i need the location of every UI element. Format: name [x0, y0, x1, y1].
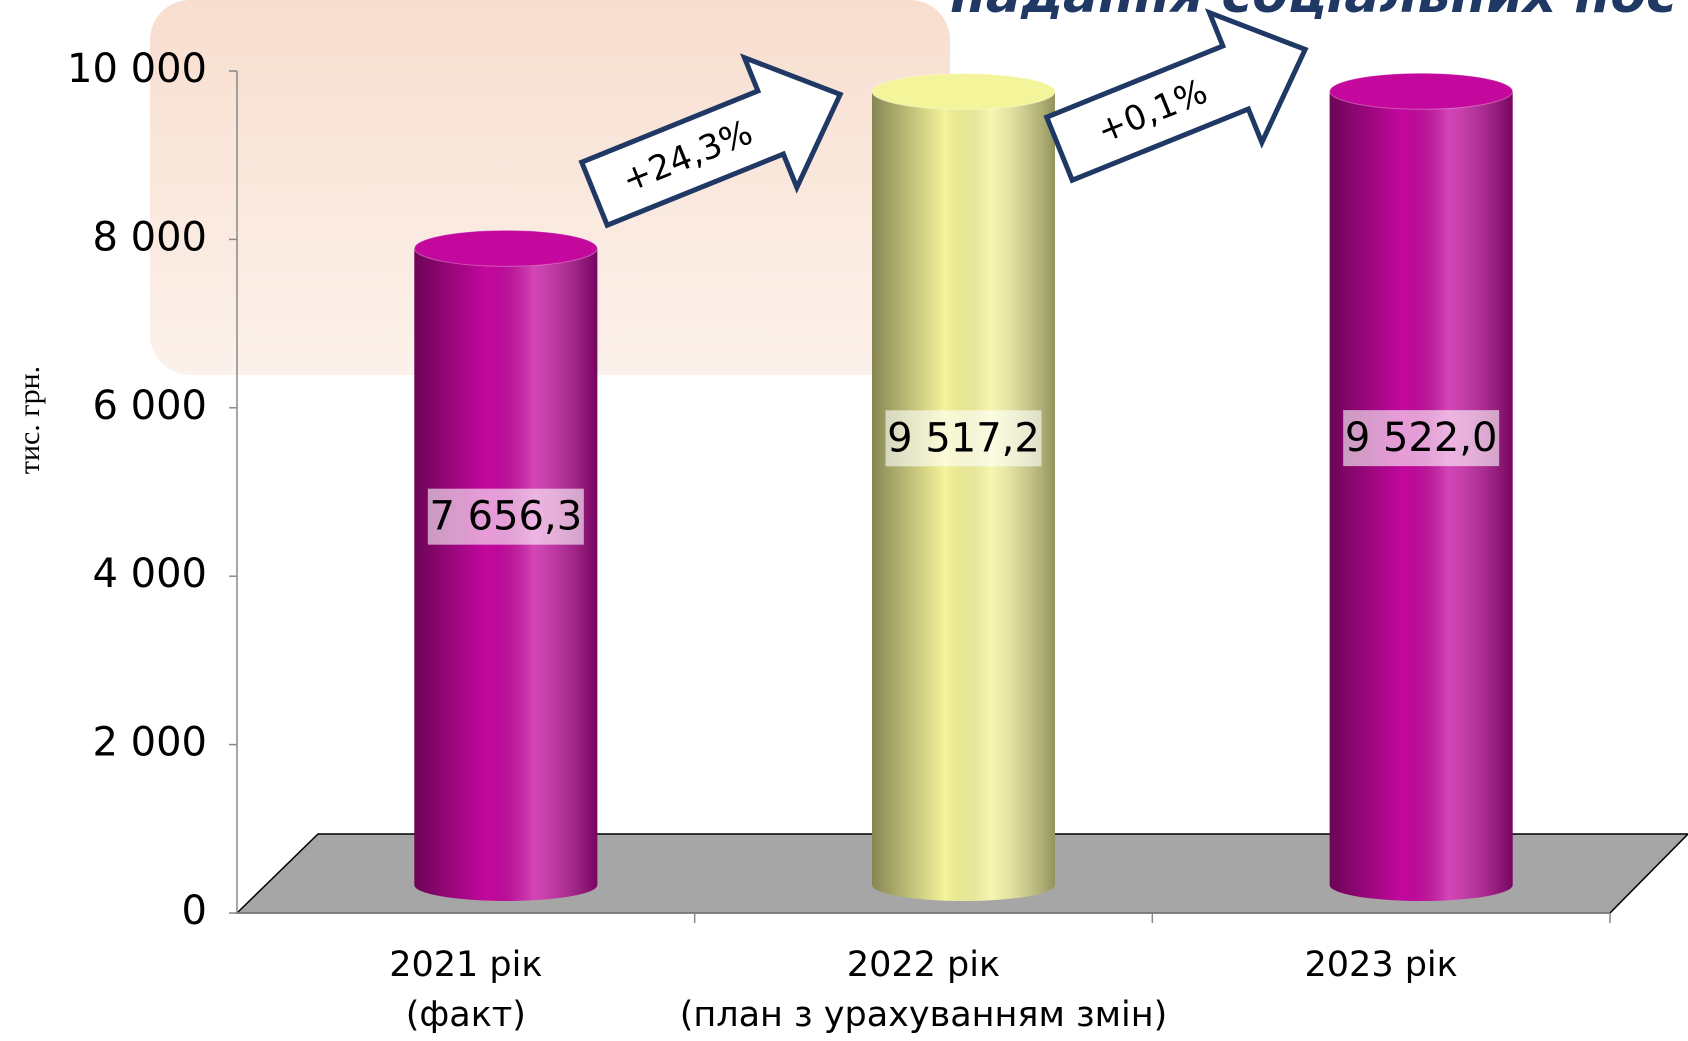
value-label-box [427, 488, 584, 545]
y-tick-label: 8 000 [92, 214, 207, 260]
bar-shading [872, 91, 1055, 902]
value-label: 7 656,3 [429, 494, 582, 540]
y-tick-label: 2 000 [92, 720, 207, 766]
x-tick-label: 2023 рік [1304, 945, 1458, 985]
y-axis-label: тис. грн. [13, 366, 46, 474]
y-tick-label: 10 000 [67, 46, 207, 92]
bar-shading [1329, 91, 1513, 901]
value-label-box [1343, 410, 1500, 467]
arrow-shape [578, 53, 844, 229]
value-label: 9 522,0 [1345, 415, 1498, 461]
y-tick-label: 6 000 [92, 383, 207, 429]
y-tick-label: 0 [182, 888, 207, 934]
bar-top [871, 73, 1056, 111]
arrow-shape [1043, 8, 1309, 184]
bar-top [1329, 72, 1514, 110]
x-tick-label: 2022 рік (план з урахуванням змін) [679, 945, 1168, 1035]
annotation-arrow: +0,1% [1043, 8, 1309, 184]
value-label: 9 517,2 [887, 415, 1040, 461]
y-tick-label: 4 000 [92, 551, 207, 597]
value-label-box [885, 410, 1042, 467]
annotation-arrow: +24,3% [578, 53, 844, 229]
bar-shading [414, 248, 598, 901]
bar-top [413, 229, 598, 267]
chart-title: надання соціальних пос [950, 0, 1677, 25]
x-tick-label: 2021 рік (факт) [389, 945, 543, 1035]
